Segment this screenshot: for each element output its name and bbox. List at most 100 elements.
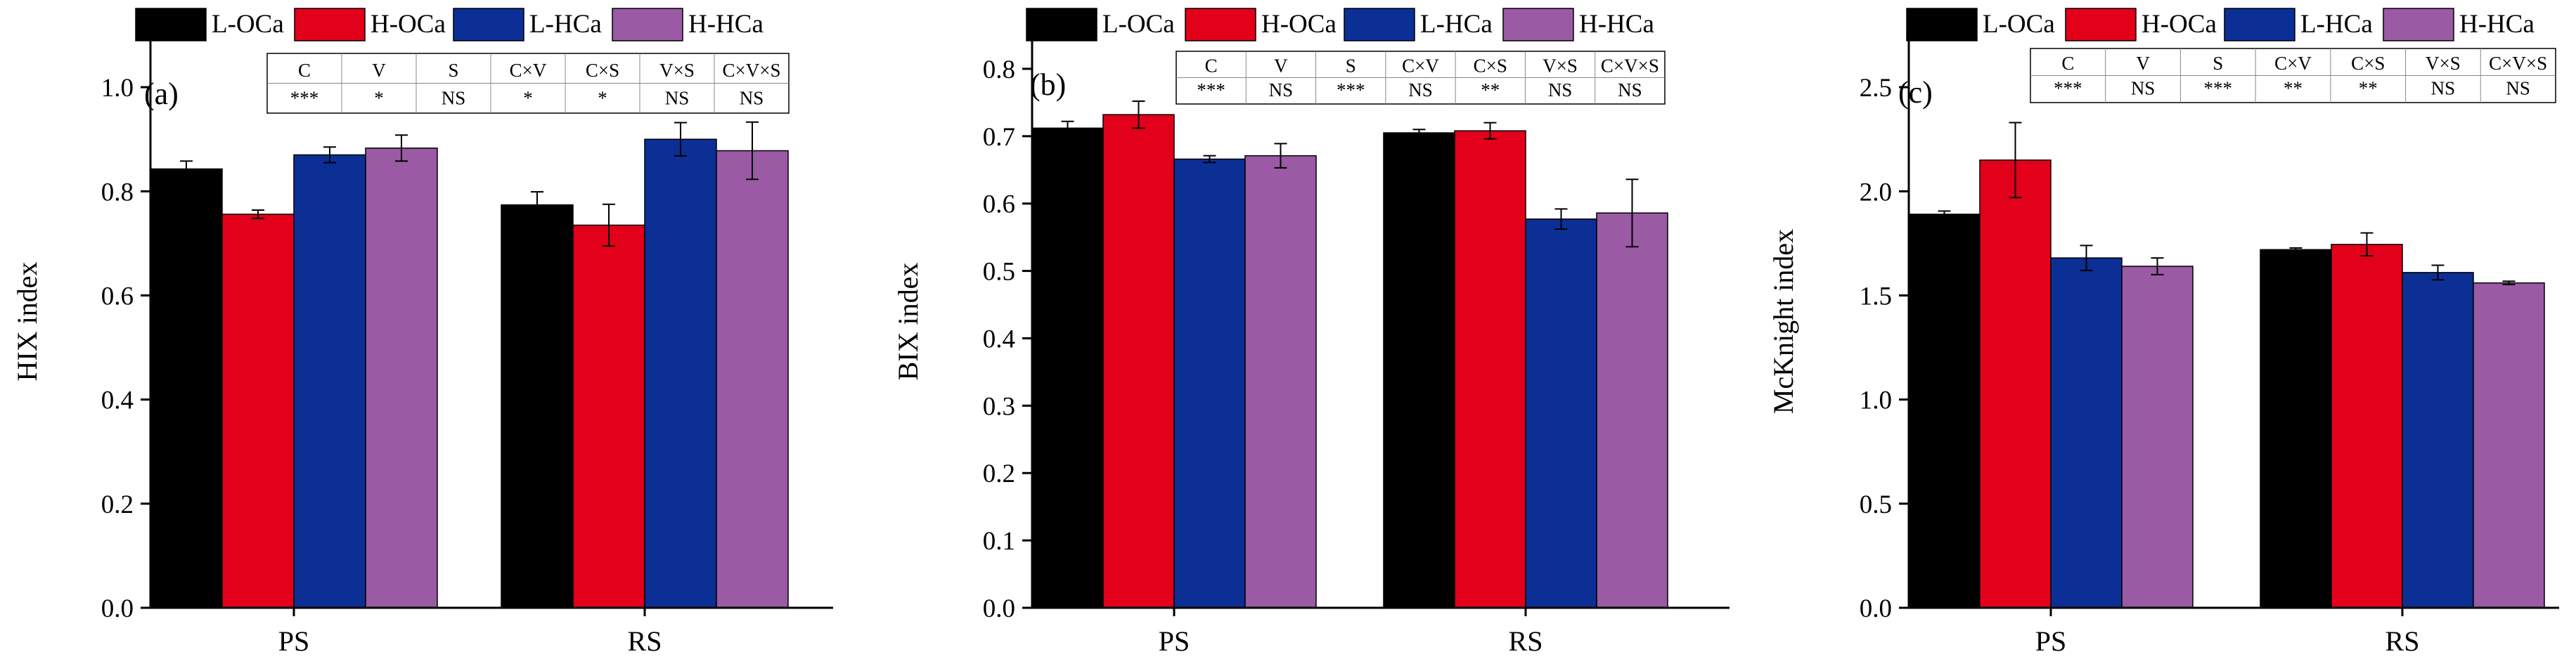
stats-table-value: ***: [2054, 77, 2082, 98]
legend-label: H-OCa: [2142, 10, 2217, 39]
stats-table-value: ***: [2204, 77, 2233, 98]
y-tick-label: 0.1: [983, 527, 1015, 556]
bar: [1596, 212, 1668, 608]
legend-swatch: [135, 8, 207, 41]
legend-label: L-HCa: [1420, 10, 1493, 39]
y-tick-label: 0.5: [983, 258, 1015, 287]
legend-swatch: [1906, 8, 1978, 41]
bar: [2473, 282, 2545, 608]
stats-table-value: *: [598, 87, 607, 108]
x-tick-label: PS: [2035, 625, 2067, 657]
panel-label: (b): [1030, 67, 1066, 102]
stats-table-header: S: [448, 60, 458, 81]
stats-table-header: C: [298, 60, 311, 81]
y-tick-label: 1.5: [1860, 282, 1892, 311]
stats-table-header: S: [2213, 53, 2223, 74]
stats-table-header: C×V×S: [2489, 53, 2547, 74]
stats-table-header: V×S: [2426, 53, 2461, 74]
stats-table-value: NS: [2506, 77, 2530, 98]
legend-label: L-HCa: [529, 10, 602, 39]
y-tick-label: 0.8: [983, 56, 1015, 84]
bar: [1979, 160, 2052, 608]
stats-table-header: C: [1205, 55, 1218, 76]
bar: [293, 154, 366, 608]
chart-panel-1: L-OCa H-OCa L-HCa H-HCa 0.0 0.2 0.4 0.6 0.8 1.0 PS…: [11, 8, 833, 657]
bar: [221, 214, 295, 608]
stats-table-header: C×S: [1474, 55, 1507, 76]
y-tick-label: 0.0: [983, 594, 1015, 623]
legend-swatch: [294, 8, 366, 41]
bar: [2402, 272, 2474, 608]
legend-label: L-HCa: [2300, 10, 2373, 39]
legend-swatch: [2383, 8, 2454, 41]
legend-label: H-HCa: [2459, 10, 2535, 39]
y-tick-label: 0.7: [983, 123, 1015, 152]
y-tick-label: 0.3: [983, 392, 1015, 421]
bar: [150, 168, 223, 608]
x-tick-label: RS: [1509, 625, 1543, 657]
legend-swatch: [1185, 8, 1256, 41]
stats-table-header: V×S: [659, 60, 695, 81]
stats-table-value: NS: [2131, 77, 2156, 98]
x-tick-label: PS: [278, 625, 310, 657]
legend-label: H-HCa: [688, 10, 764, 39]
chart-panel-2: L-OCa H-OCa L-HCa H-HCa 0.0 0.1 0.2 0.3 0.4 0.5 0.…: [892, 8, 1730, 657]
bar: [1244, 155, 1317, 608]
stats-table-header: V: [1274, 55, 1288, 76]
stats-table-header: V: [372, 60, 386, 81]
stats-table-value: **: [1481, 79, 1500, 100]
bar: [644, 138, 717, 608]
legend-label: L-OCa: [1983, 10, 2055, 39]
y-axis-label: BIX index: [892, 263, 924, 381]
bar: [2121, 266, 2194, 608]
x-tick-label: PS: [1159, 625, 1190, 657]
legend-swatch: [2224, 8, 2295, 41]
bar: [572, 224, 645, 608]
y-tick-label: 0.6: [983, 190, 1015, 219]
y-tick-label: 0.4: [101, 386, 134, 415]
stats-table-value: NS: [1408, 79, 1433, 100]
legend-label: H-OCa: [371, 10, 446, 39]
bar: [365, 148, 438, 608]
y-tick-label: 0.4: [983, 325, 1015, 353]
y-axis-label: McKnight index: [1767, 229, 1799, 414]
y-tick-label: 0.8: [101, 178, 134, 207]
legend-swatch: [2065, 8, 2137, 41]
stats-table-header: V×S: [1543, 55, 1578, 76]
legend-swatch: [1344, 8, 1415, 41]
y-axis-label: HIX index: [11, 262, 43, 382]
y-tick-label: 0.0: [1860, 594, 1892, 623]
stats-table-header: C×S: [586, 60, 619, 81]
legend-label: L-OCa: [1102, 10, 1175, 39]
stats-table-value: ***: [290, 87, 319, 108]
stats-table-value: NS: [442, 87, 466, 108]
legend-swatch: [1502, 8, 1574, 41]
bar: [1102, 114, 1175, 608]
y-tick-label: 0.6: [101, 282, 134, 311]
bar: [1525, 219, 1597, 608]
stats-table-value: *: [374, 87, 384, 108]
stats-table-header: C×V: [2274, 53, 2312, 74]
legend-label: L-OCa: [212, 10, 284, 39]
stats-table-value: NS: [2431, 77, 2456, 98]
panel-label: (c): [1898, 75, 1933, 110]
legend-swatch: [612, 8, 683, 41]
stats-table-value: NS: [1269, 79, 1294, 100]
legend-label: H-HCa: [1579, 10, 1654, 39]
stats-table-header: C×V: [510, 60, 547, 81]
chart-panel-3: L-OCa H-OCa L-HCa H-HCa 0.0 0.5 1.0 1.5 2.0 2.5 PS…: [1767, 8, 2559, 657]
stats-table-value: NS: [1618, 79, 1642, 100]
stats-table-value: NS: [740, 87, 764, 108]
bar: [716, 150, 789, 608]
legend-swatch: [1026, 8, 1097, 41]
stats-table-value: NS: [665, 87, 690, 108]
stats-table-header: C: [2061, 53, 2074, 74]
y-tick-label: 0.2: [983, 460, 1015, 488]
x-tick-label: RS: [2385, 625, 2420, 657]
bar: [501, 204, 574, 608]
bar: [1031, 127, 1104, 608]
y-tick-label: 1.0: [101, 74, 134, 103]
stats-table-value: ***: [1197, 79, 1225, 100]
legend-label: H-OCa: [1261, 10, 1337, 39]
